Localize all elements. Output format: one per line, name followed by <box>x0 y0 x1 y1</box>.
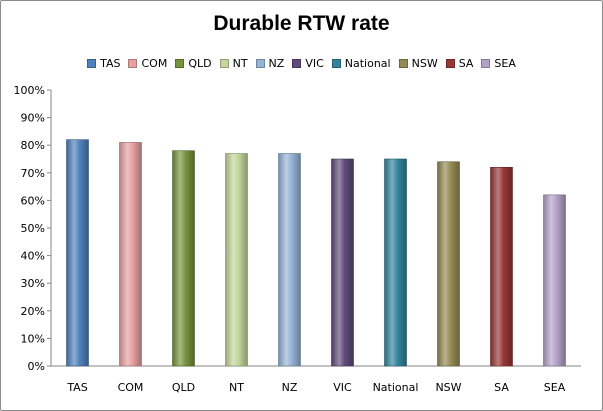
legend-label: SA <box>458 56 474 70</box>
y-tick-label: 80% <box>21 139 45 152</box>
bar-national <box>384 158 407 367</box>
legend-item-sea: SEA <box>481 56 516 70</box>
legend-swatch <box>175 58 185 68</box>
x-tick-label: TAS <box>66 381 87 394</box>
legend-swatch <box>292 58 302 68</box>
legend-item-tas: TAS <box>87 57 120 70</box>
y-tick-label: 0% <box>28 360 45 373</box>
legend-swatch <box>128 58 138 68</box>
bar-nz <box>278 153 301 367</box>
legend-label: NT <box>232 56 248 70</box>
x-tick-label: VIC <box>333 381 352 394</box>
legend-swatch <box>87 58 97 68</box>
y-tick-label: 30% <box>21 277 45 290</box>
bar-nt <box>225 153 248 367</box>
y-tick-label: 70% <box>21 167 45 180</box>
legend-swatch <box>219 58 229 68</box>
legend-item-qld: QLD <box>175 56 212 70</box>
bar-sa <box>490 166 513 367</box>
legend-label: VIC <box>305 56 324 70</box>
legend-swatch <box>255 58 265 68</box>
x-tick-label: NT <box>229 381 244 394</box>
legend-label: SEA <box>494 56 516 70</box>
legend-item-vic: VIC <box>292 56 324 70</box>
y-tick-label: 50% <box>21 222 45 235</box>
bars <box>66 139 566 367</box>
legend-item-com: COM <box>128 57 167 70</box>
x-tick-label: SA <box>494 381 509 394</box>
bar-nsw <box>437 161 460 367</box>
bar-com <box>119 142 142 367</box>
legend-label: QLD <box>188 56 212 70</box>
legend-label: NSW <box>411 56 438 70</box>
legend-label: COM <box>141 56 168 70</box>
y-tick-label: 40% <box>21 250 45 263</box>
legend-item-national: National <box>331 56 391 70</box>
y-tick-label: 90% <box>21 112 45 125</box>
y-tick-label: 10% <box>21 332 45 345</box>
bar-tas <box>66 139 89 367</box>
y-tick-label: 100% <box>14 84 45 97</box>
x-tick-label: QLD <box>172 381 195 394</box>
bar-qld <box>172 150 195 367</box>
x-tick-label: NZ <box>282 381 298 394</box>
legend-label: TAS <box>100 56 121 70</box>
legend-item-nsw: NSW <box>398 56 438 70</box>
legend-item-nz: NZ <box>255 56 285 70</box>
chart-title: Durable RTW rate <box>213 12 390 35</box>
chart-legend: TAS COM QLD NT NZ VIC National NSW SA SEA <box>0 54 603 72</box>
legend-item-nt: NT <box>219 56 248 70</box>
bar-vic <box>331 158 354 367</box>
legend-swatch <box>481 58 491 68</box>
x-tick-label: NSW <box>435 381 461 394</box>
x-tick-label: National <box>373 381 419 394</box>
x-tick-label: SEA <box>544 381 566 394</box>
legend-swatch <box>331 58 341 68</box>
legend-label: National <box>344 56 391 70</box>
x-tick-labels: TAS COM QLD NT NZ VIC National NSW SA SEA <box>66 381 565 394</box>
bar-sea <box>543 194 566 367</box>
legend-swatch <box>445 58 455 68</box>
legend-swatch <box>398 58 408 68</box>
legend-label: NZ <box>268 56 285 70</box>
y-tick-label: 20% <box>21 305 45 318</box>
y-tick-label: 60% <box>21 194 45 207</box>
y-tick-labels: 0% 10% 20% 30% 40% 50% 60% 70% 80% 90% 100% <box>14 84 51 373</box>
legend-item-sa: SA <box>445 56 474 70</box>
x-tick-label: COM <box>118 381 144 394</box>
